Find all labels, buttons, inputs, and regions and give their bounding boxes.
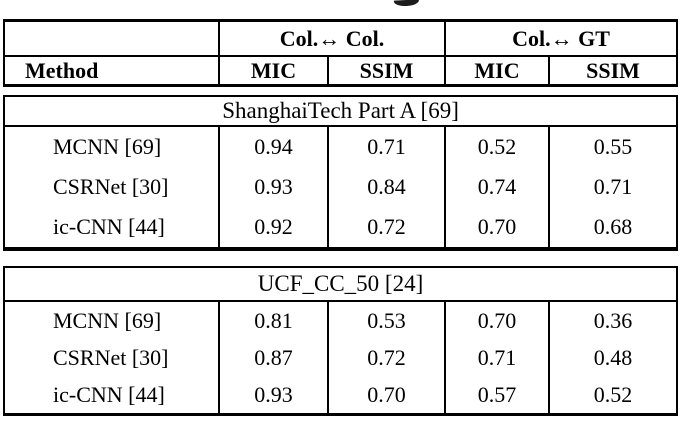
ssim-colcol-value: 0.84 [327,167,446,207]
method-name: ic-CNN [44] [3,376,220,415]
ssim-colgt-value: 0.68 [547,207,679,249]
mic-colcol-value: 0.93 [218,376,329,415]
header-subcolumn-row: Method MIC SSIM MIC SSIM [3,55,679,87]
mic-colgt-value: 0.52 [444,126,550,167]
table-row: CSRNet [30] 0.93 0.84 0.74 0.71 [3,167,679,207]
empty-header-cell [3,19,220,57]
ssim-colgt-value: 0.55 [547,126,679,167]
mic-colgt-value: 0.70 [444,207,550,249]
mic-colcol-value: 0.81 [218,301,329,339]
subheader-mic-colcol: MIC [218,55,329,87]
column-group-col-gt: Col.↔ GT [443,19,679,57]
column-group-col-col: Col.↔ Col. [218,19,446,57]
table-row: MCNN [69] 0.81 0.53 0.70 0.36 [3,301,678,339]
section-title-row: UCF_CC_50 [24] [3,266,678,302]
results-table-header: Col.↔ Col. Col.↔ GT Method MIC SSIM MIC … [3,19,679,87]
mic-colcol-value: 0.93 [218,167,329,207]
method-name: MCNN [69] [3,301,220,339]
subheader-mic-colgt: MIC [444,55,550,87]
section-ucf-cc-50: UCF_CC_50 [24] MCNN [69] 0.81 0.53 0.70 … [3,266,678,416]
section-title-row: ShanghaiTech Part A [69] [2,95,679,127]
table-row: ic-CNN [44] 0.93 0.70 0.57 0.52 [3,376,678,415]
ssim-colcol-value: 0.72 [327,207,446,249]
mic-colgt-value: 0.74 [444,167,550,207]
ssim-colgt-value: 0.48 [548,339,678,376]
mic-colgt-value: 0.70 [444,301,550,339]
mic-colcol-value: 0.92 [218,207,329,249]
method-name: CSRNet [30] [3,167,220,207]
ssim-colcol-value: 0.53 [327,301,446,339]
section-shanghaitech-part-a: ShanghaiTech Part A [69] MCNN [69] 0.94 … [2,95,679,251]
ssim-colgt-value: 0.52 [548,376,678,415]
header-group-row: Col.↔ Col. Col.↔ GT [3,19,679,57]
ssim-colcol-value: 0.70 [327,376,446,415]
cropped-caption-fragment [393,0,420,7]
table-row: MCNN [69] 0.94 0.71 0.52 0.55 [3,126,679,167]
table-row: ic-CNN [44] 0.92 0.72 0.70 0.68 [3,207,679,249]
table-row: CSRNet [30] 0.87 0.72 0.71 0.48 [3,339,678,376]
mic-colcol-value: 0.87 [218,339,329,376]
mic-colgt-value: 0.71 [444,339,550,376]
method-name: ic-CNN [44] [3,207,220,249]
ssim-colcol-value: 0.71 [327,126,446,167]
ssim-colgt-value: 0.36 [548,301,678,339]
ssim-colcol-value: 0.72 [327,339,446,376]
section-title: ShanghaiTech Part A [69] [2,95,679,127]
mic-colcol-value: 0.94 [218,126,329,167]
mic-colgt-value: 0.57 [444,376,550,415]
method-column-header: Method [3,55,220,87]
section-title: UCF_CC_50 [24] [3,266,678,302]
method-name: CSRNet [30] [3,339,220,376]
ssim-colgt-value: 0.71 [547,167,679,207]
method-name: MCNN [69] [3,126,220,167]
subheader-ssim-colcol: SSIM [327,55,446,87]
subheader-ssim-colgt: SSIM [547,55,679,87]
